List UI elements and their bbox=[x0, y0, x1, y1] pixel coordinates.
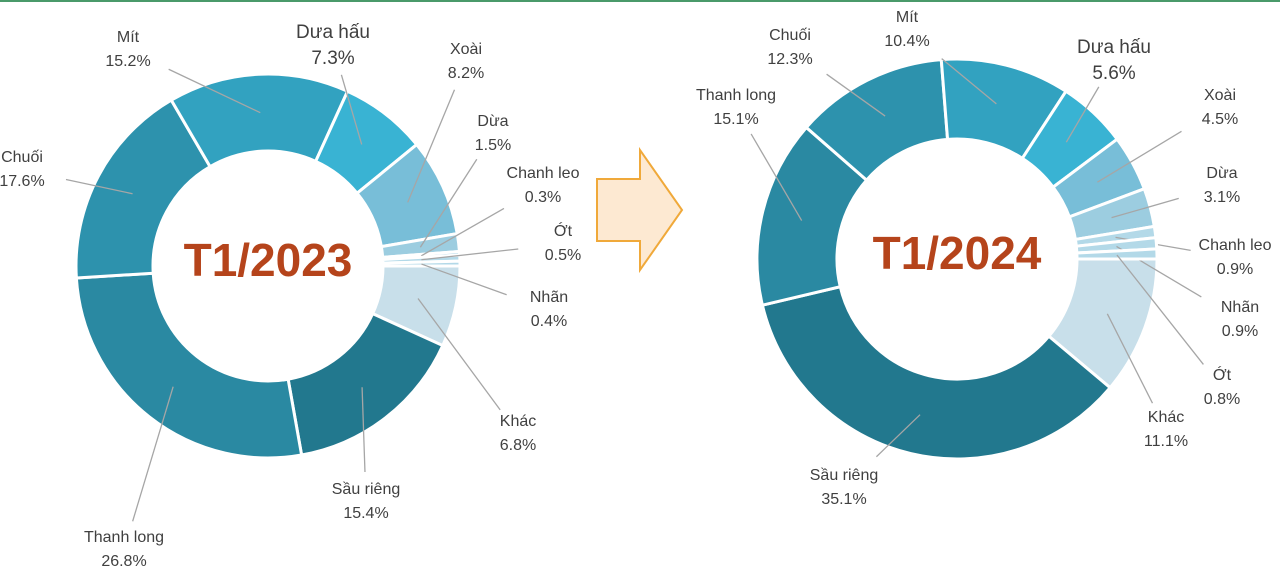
slice-value: 26.8% bbox=[101, 553, 146, 570]
slice-value: 10.4% bbox=[884, 33, 929, 50]
slice-name: Mít bbox=[896, 9, 919, 26]
slice-value: 1.5% bbox=[475, 137, 511, 154]
slice-value: 0.4% bbox=[531, 313, 567, 330]
leader-line bbox=[875, 414, 921, 458]
slice-value: 0.9% bbox=[1217, 261, 1253, 278]
slice-value: 0.8% bbox=[1204, 391, 1240, 408]
leader-line bbox=[419, 158, 478, 248]
slice-name: Thanh long bbox=[84, 529, 164, 546]
leader-line bbox=[826, 73, 886, 117]
slice-value: 8.2% bbox=[448, 65, 484, 82]
leader-line bbox=[168, 68, 261, 114]
slice-name: Xoài bbox=[1204, 87, 1236, 104]
top-rule bbox=[0, 0, 1280, 2]
leader-line bbox=[1111, 197, 1179, 219]
slice-name: Chuối bbox=[769, 27, 811, 44]
leader-line bbox=[407, 89, 456, 203]
slice-value: 5.6% bbox=[1092, 63, 1135, 84]
slice-value: 15.4% bbox=[343, 505, 388, 522]
slice-value: 15.1% bbox=[713, 111, 758, 128]
slice-value: 0.3% bbox=[525, 189, 561, 206]
leader-line bbox=[132, 386, 174, 522]
leader-line bbox=[417, 298, 501, 411]
slice-name: Khác bbox=[1148, 409, 1184, 426]
slice-value: 0.9% bbox=[1222, 323, 1258, 340]
slice-value: 35.1% bbox=[821, 491, 866, 508]
leader-line bbox=[1065, 86, 1100, 143]
slice-name: Thanh long bbox=[696, 87, 776, 104]
slice bbox=[1075, 247, 1159, 261]
slice-name: Dưa hấu bbox=[296, 22, 370, 43]
leader-line bbox=[1097, 130, 1182, 183]
slice-name: Nhãn bbox=[530, 289, 568, 306]
slice-name: Sầu riêng bbox=[810, 467, 879, 484]
leader-line bbox=[361, 387, 366, 473]
slice-name: Ớt bbox=[554, 221, 573, 240]
slice-name: Dừa bbox=[1206, 165, 1237, 182]
slice-name: Nhãn bbox=[1221, 299, 1259, 316]
arrow bbox=[596, 146, 684, 274]
slice-name: Dưa hấu bbox=[1077, 37, 1151, 58]
slice-name: Ớt bbox=[1213, 365, 1232, 384]
slice-name: Dừa bbox=[477, 113, 508, 130]
slice-value: 12.3% bbox=[767, 51, 812, 68]
slice-value: 3.1% bbox=[1204, 189, 1240, 206]
slice-name: Chanh leo bbox=[1199, 237, 1272, 254]
slice-value: 15.2% bbox=[105, 53, 150, 70]
center-label: T1/2023 bbox=[184, 234, 353, 286]
leader-line bbox=[421, 263, 507, 296]
leader-line bbox=[65, 178, 133, 195]
leader-line bbox=[1116, 254, 1204, 365]
slice-value: 0.5% bbox=[545, 247, 581, 264]
slice-value: 7.3% bbox=[311, 48, 354, 69]
leader-line bbox=[340, 74, 363, 145]
slice bbox=[381, 259, 462, 268]
center-label: T1/2024 bbox=[873, 227, 1042, 279]
slice-name: Xoài bbox=[450, 41, 482, 58]
leader-line bbox=[421, 248, 519, 261]
slice-value: 6.8% bbox=[500, 437, 536, 454]
slice bbox=[74, 271, 304, 460]
slice-name: Khác bbox=[500, 413, 536, 430]
leader-line bbox=[1106, 313, 1154, 404]
slice-name: Sầu riêng bbox=[332, 481, 401, 498]
slice-name: Chanh leo bbox=[507, 165, 580, 182]
slice-value: 11.1% bbox=[1144, 433, 1188, 450]
slice bbox=[286, 311, 445, 457]
leader-line bbox=[941, 58, 997, 105]
leader-line bbox=[750, 133, 803, 221]
slice-name: Chuối bbox=[1, 149, 43, 166]
slice-name: Mít bbox=[117, 29, 140, 46]
leader-line bbox=[420, 207, 505, 257]
slice bbox=[760, 284, 1113, 461]
slice-value: 4.5% bbox=[1202, 111, 1238, 128]
slice-value: 17.6% bbox=[0, 173, 45, 190]
